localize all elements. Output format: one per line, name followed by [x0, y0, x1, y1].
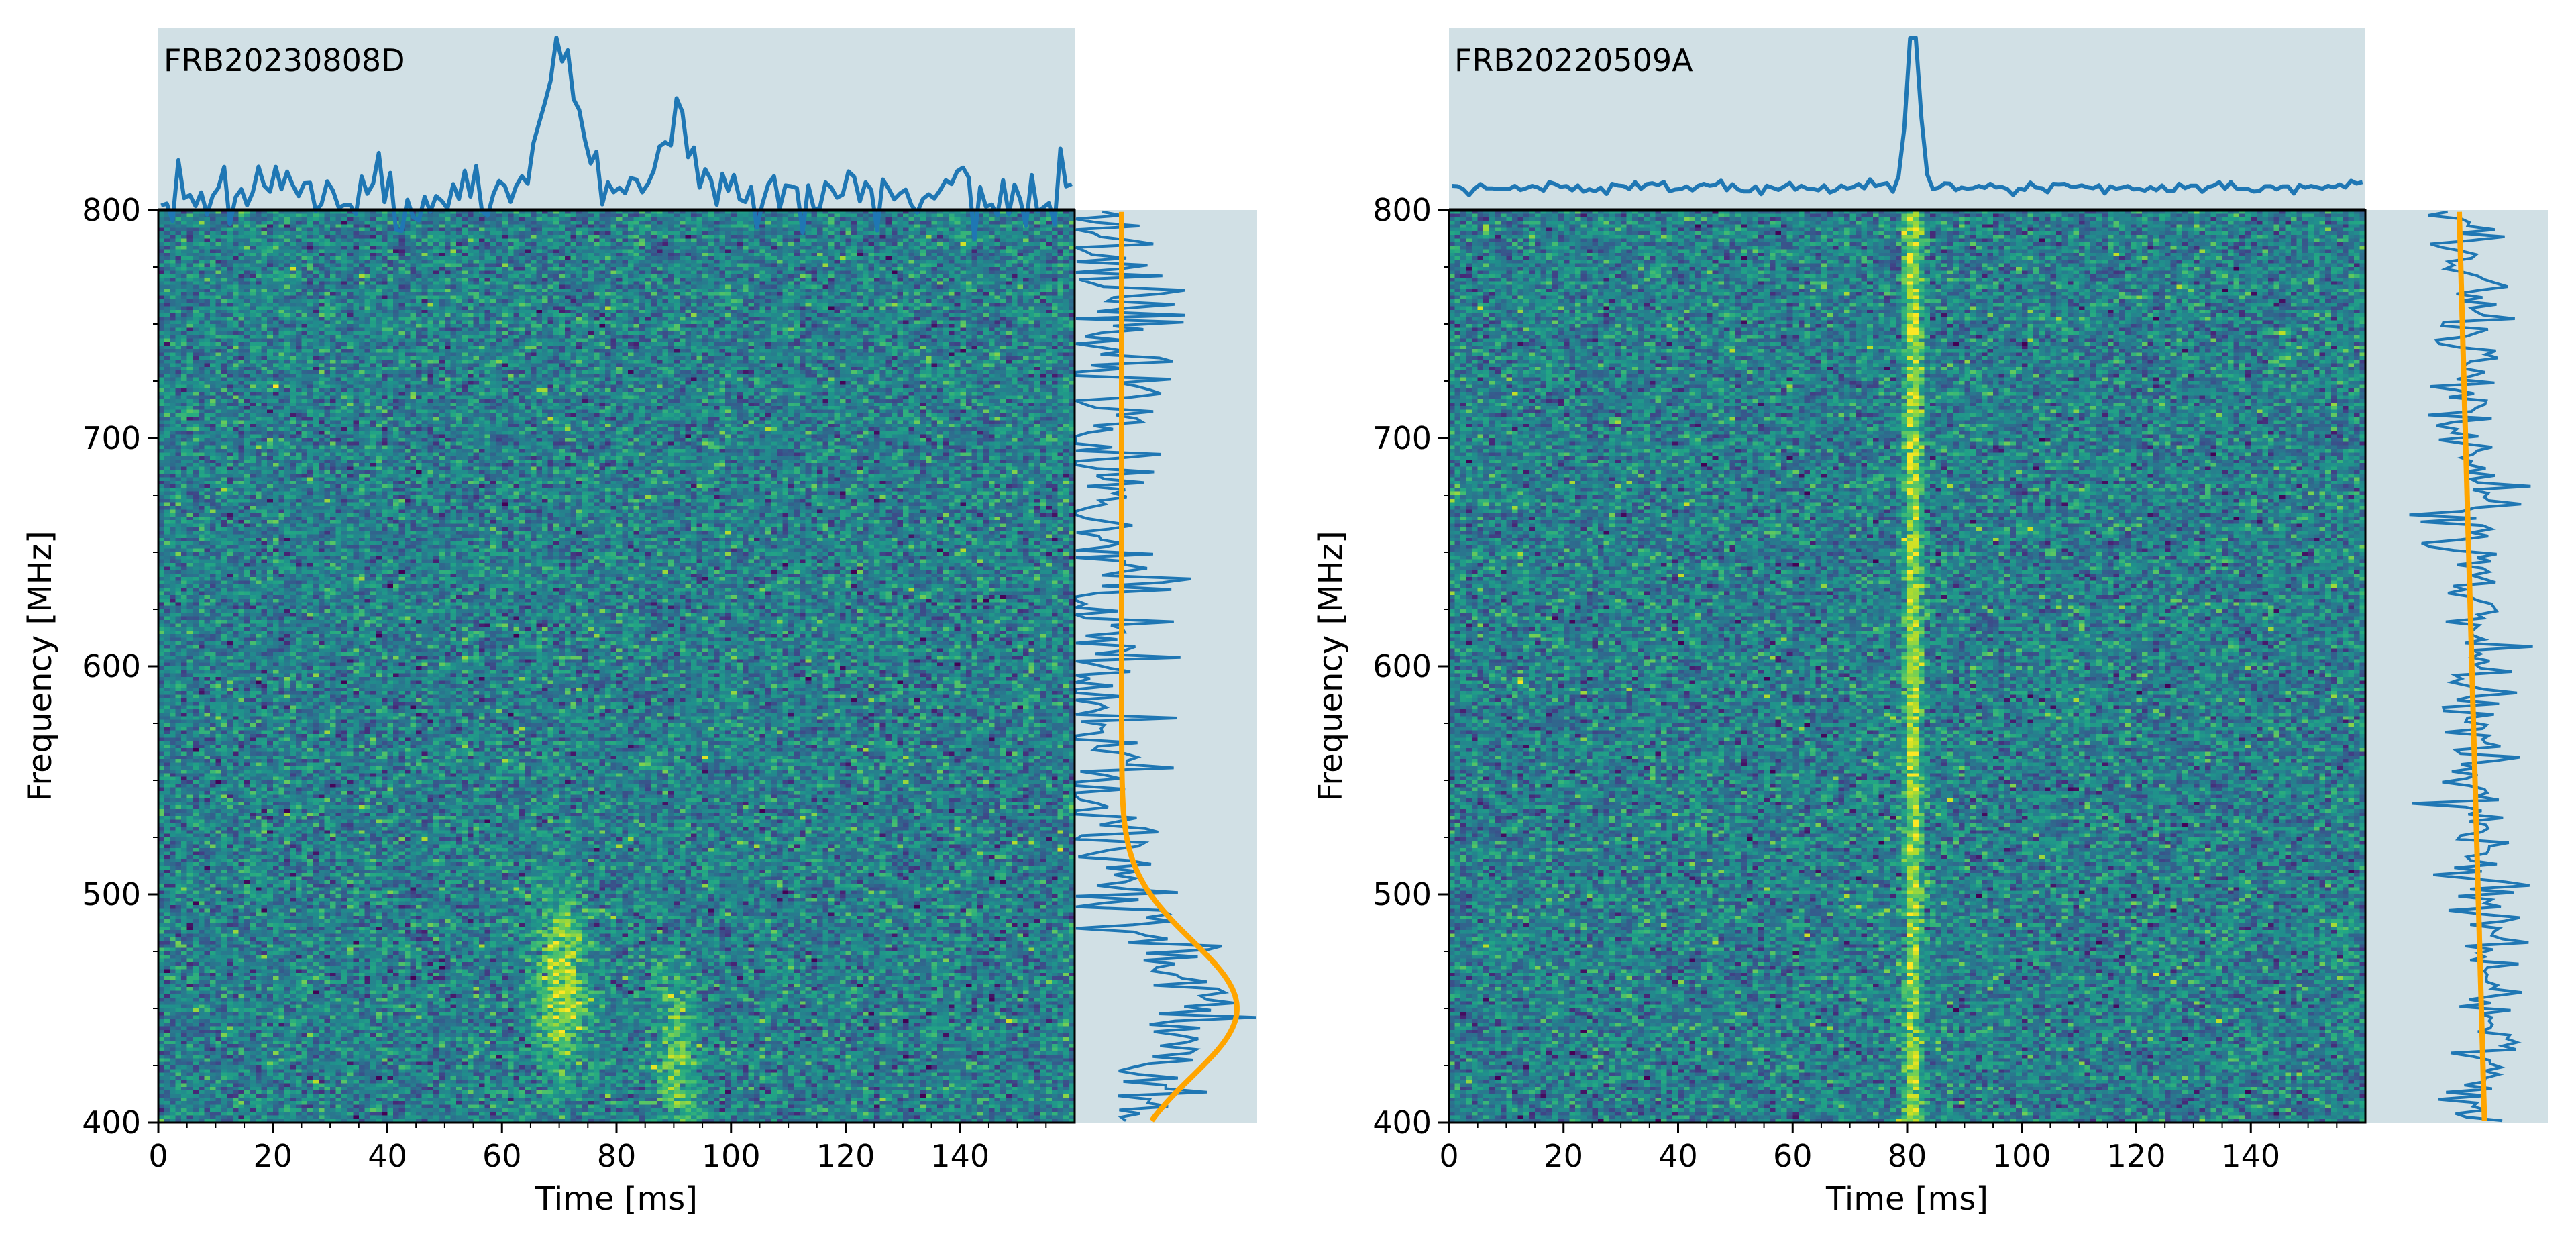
spectrum-line [1071, 210, 1256, 1122]
y-tick-label: 600 [82, 648, 141, 684]
x-tick-label: 0 [148, 1138, 168, 1174]
y-tick-label: 700 [82, 420, 141, 456]
x-tick-label: 120 [2107, 1138, 2166, 1174]
x-tick-label: 20 [253, 1138, 292, 1174]
y-tick-label: 600 [1373, 648, 1432, 684]
y-tick-label: 400 [82, 1104, 141, 1141]
x-tick-label: 60 [1773, 1138, 1813, 1174]
x-tick-label: 20 [1544, 1138, 1583, 1174]
spectrum-line [2409, 210, 2533, 1123]
panel-0: FRB20230808D 0 20 40 60 80 100 120 140 Time [ms] 4… [21, 28, 1257, 1218]
x-tick-label: 40 [368, 1138, 407, 1174]
time-profile-line [160, 36, 1073, 242]
x-tick-label: 100 [702, 1138, 761, 1174]
y-axis-label: Frequency [MHz] [1312, 531, 1350, 801]
heatmap-frame [1448, 209, 2367, 1124]
x-tick-label: 140 [930, 1138, 989, 1174]
y-tick-label: 400 [1373, 1104, 1432, 1141]
time-profile-background [158, 28, 1075, 210]
panel-1: FRB20220509A 0 20 40 60 80 100 120 140 Time [ms] 4… [1312, 28, 2548, 1218]
y-tick-label: 800 [1373, 192, 1432, 228]
time-profile-line [1452, 36, 2363, 197]
dynamic-spectrum-heatmap-frb20220509a [1449, 210, 2365, 1123]
x-tick-label: 80 [1888, 1138, 1927, 1174]
x-tick-label: 100 [1992, 1138, 2051, 1174]
x-tick-label: 120 [816, 1138, 875, 1174]
dynamic-spectrum-heatmap-frb20230808d [158, 210, 1075, 1123]
spectrum-fit-line [1119, 211, 1240, 1123]
y-axis-label: Frequency [MHz] [21, 531, 59, 801]
panel-title: FRB20230808D [164, 42, 405, 79]
x-tick-label: 140 [2221, 1138, 2280, 1174]
spectrum-fit-line [2457, 211, 2487, 1121]
x-tick-label: 60 [482, 1138, 522, 1174]
heatmap-frame [157, 209, 1076, 1124]
x-axis-label: Time [ms] [535, 1180, 698, 1218]
y-tick-label: 800 [82, 192, 141, 228]
panel-title: FRB20220509A [1454, 42, 1693, 79]
x-tick-label: 80 [597, 1138, 637, 1174]
x-tick-label: 40 [1658, 1138, 1698, 1174]
y-tick-label: 700 [1373, 420, 1432, 456]
y-tick-label: 500 [82, 876, 141, 913]
y-tick-label: 500 [1373, 876, 1432, 913]
x-axis-label: Time [ms] [1825, 1180, 1988, 1218]
spectrum-background [2365, 210, 2548, 1123]
x-tick-label: 0 [1439, 1138, 1458, 1174]
